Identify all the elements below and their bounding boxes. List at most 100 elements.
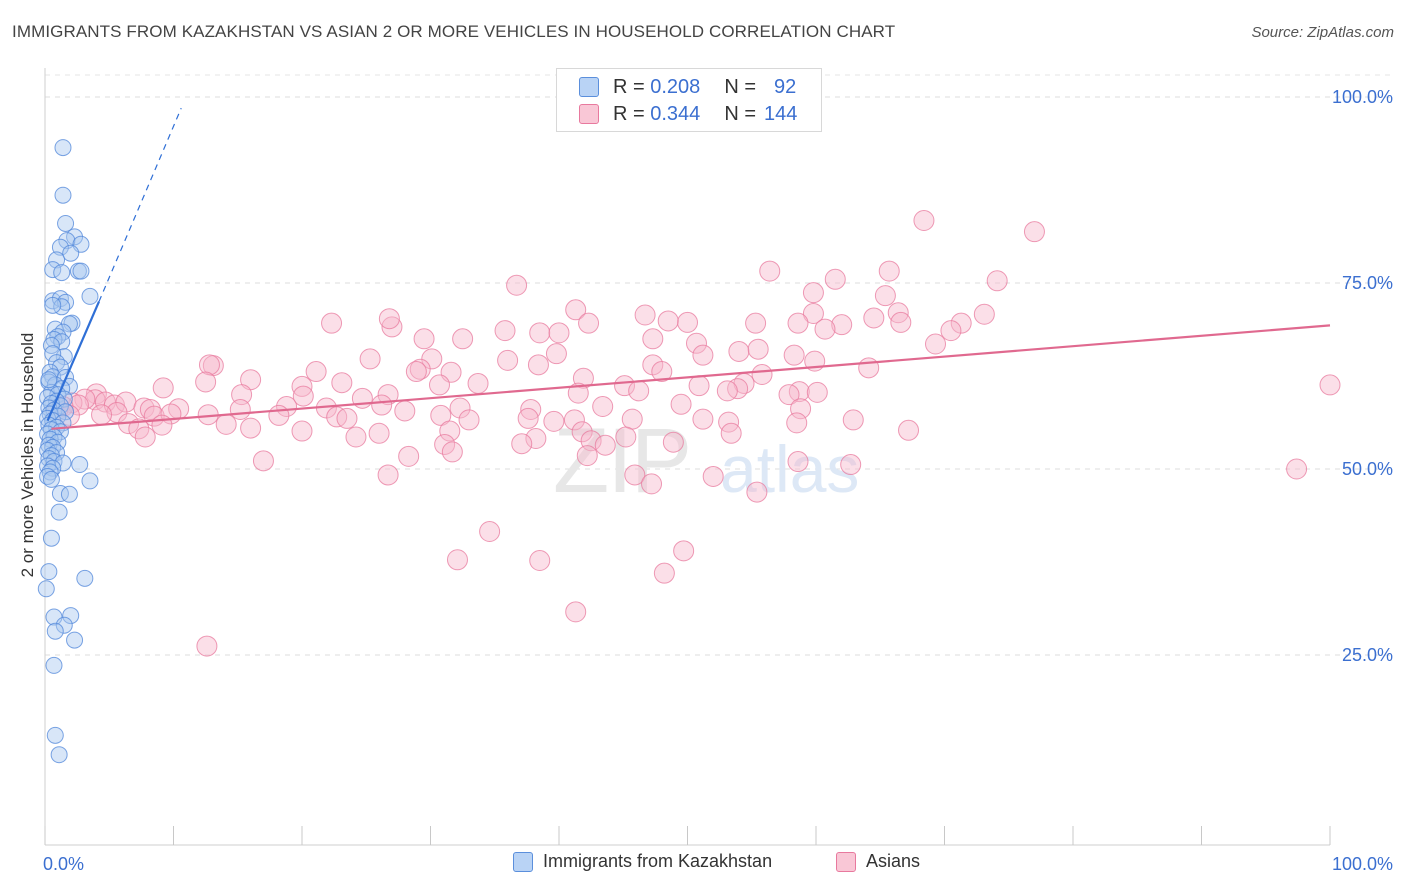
point-asians (814, 318, 836, 340)
point-kazakhstan (54, 139, 72, 157)
point-asians (134, 426, 156, 448)
point-asians (439, 420, 461, 442)
legend-swatch-blue (579, 77, 599, 97)
point-kazakhstan (44, 345, 62, 363)
legend-row-asians: R = 0.344 N = 144 (579, 100, 797, 128)
point-asians (409, 358, 431, 380)
point-asians (615, 426, 637, 448)
point-asians (641, 473, 663, 495)
point-asians (1319, 374, 1341, 396)
point-asians (152, 377, 174, 399)
point-asians (874, 285, 896, 307)
point-asians (898, 419, 920, 441)
point-asians (720, 422, 742, 444)
point-asians (377, 384, 399, 406)
legend-swatch-pink (579, 104, 599, 124)
point-asians (276, 396, 298, 418)
point-kazakhstan (58, 232, 76, 250)
point-asians (973, 303, 995, 325)
point-asians (428, 374, 450, 396)
point-kazakhstan (53, 264, 71, 282)
point-asians (394, 400, 416, 422)
point-asians (670, 393, 692, 415)
point-kazakhstan (46, 726, 64, 744)
legend-r-value-1: 0.208 (650, 75, 701, 98)
x-tick-label-max: 100.0% (1332, 854, 1393, 874)
point-asians (305, 361, 327, 383)
trend-line-kazakhstan (46, 301, 100, 422)
point-asians (563, 409, 585, 431)
point-asians (525, 427, 547, 449)
point-asians (215, 413, 237, 435)
point-asians (479, 520, 501, 542)
point-asians (398, 445, 420, 467)
axes (44, 68, 1331, 846)
point-asians (494, 320, 516, 342)
point-asians (565, 601, 587, 623)
point-asians (688, 375, 710, 397)
watermark-zip: ZIP (553, 410, 690, 512)
point-asians (336, 407, 358, 429)
point-asians (986, 270, 1008, 292)
point-asians (231, 384, 253, 406)
point-asians (790, 398, 812, 420)
point-kazakhstan (51, 485, 69, 503)
point-asians (913, 210, 935, 232)
point-asians (890, 311, 912, 333)
point-asians (692, 408, 714, 430)
point-kazakhstan (62, 244, 80, 262)
point-asians (783, 344, 805, 366)
point-asians (578, 312, 600, 334)
series-kazakhstan (37, 139, 99, 764)
legend-n-label: N = (724, 102, 756, 125)
correlation-legend: R = 0.208 N = 92 R = 0.344 N = 144 (556, 68, 822, 132)
point-kazakhstan (40, 563, 58, 581)
point-asians (452, 328, 474, 350)
point-asians (786, 412, 808, 434)
point-asians (421, 348, 443, 370)
point-asians (151, 414, 173, 436)
point-asians (506, 274, 528, 296)
bottom-legend-swatch-blue (513, 851, 533, 872)
point-asians (517, 407, 539, 429)
point-asians (497, 349, 519, 371)
point-asians (745, 312, 767, 334)
point-kazakhstan (53, 333, 71, 351)
point-asians (778, 384, 800, 406)
point-asians (787, 451, 809, 473)
point-asians (727, 378, 749, 400)
point-asians (430, 404, 452, 426)
point-asians (728, 340, 750, 362)
point-asians (405, 361, 427, 383)
point-asians (806, 381, 828, 403)
point-kazakhstan (50, 746, 68, 764)
point-asians (321, 312, 343, 334)
point-kazakhstan (66, 631, 84, 649)
point-asians (378, 308, 400, 330)
point-asians (377, 464, 399, 486)
point-asians (759, 260, 781, 282)
point-asians (925, 333, 947, 355)
point-asians (702, 465, 724, 487)
point-asians (677, 311, 698, 333)
x-tick-label-min: 0.0% (43, 854, 84, 874)
point-asians (543, 410, 565, 432)
point-kazakhstan (42, 470, 60, 488)
watermark-atlas: atlas (720, 432, 859, 506)
point-kazakhstan (60, 485, 78, 503)
point-asians (467, 372, 489, 394)
point-asians (716, 380, 738, 402)
y-tick-label: 100.0% (1332, 87, 1393, 107)
point-asians (840, 454, 862, 476)
point-kazakhstan (72, 262, 90, 280)
point-asians (529, 322, 551, 344)
point-asians (291, 420, 313, 442)
legend-n-label: N = (724, 75, 756, 98)
point-asians (74, 388, 96, 410)
point-asians (878, 260, 900, 282)
point-asians (268, 404, 290, 426)
point-asians (950, 312, 972, 334)
point-asians (634, 304, 656, 326)
point-asians (545, 343, 567, 365)
